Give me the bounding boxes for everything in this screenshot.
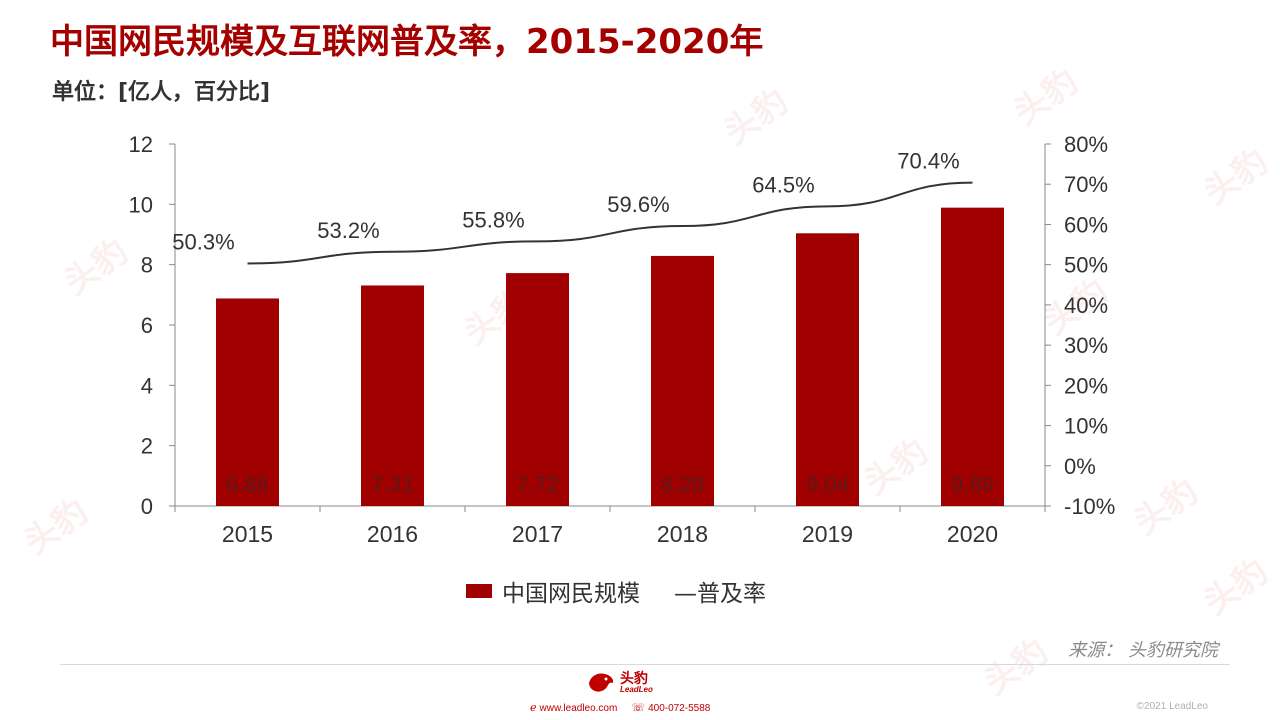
source-note: 来源： 头豹研究院 bbox=[1068, 640, 1218, 661]
line-value-label: 70.4% bbox=[897, 149, 959, 174]
footer-divider bbox=[60, 664, 1230, 665]
line-value-label: 59.6% bbox=[607, 192, 669, 217]
x-tick-label: 2017 bbox=[512, 521, 563, 547]
y-left-tick-label: 8 bbox=[141, 253, 153, 278]
legend: 中国网民规模 —普及率 bbox=[466, 576, 766, 607]
leadleo-logo: 头豹 LeadLeo bbox=[586, 668, 696, 698]
line-value-label: 64.5% bbox=[752, 172, 814, 197]
legend-line-label: —普及率 bbox=[674, 581, 766, 607]
y-left-tick-label: 10 bbox=[129, 192, 153, 217]
phone-number: 400-072-5588 bbox=[648, 703, 711, 714]
line-series-penetration bbox=[247, 181, 973, 265]
x-tick-label: 2015 bbox=[222, 521, 273, 547]
chart-title: 中国网民规模及互联网普及率，2015-2020年 bbox=[50, 22, 764, 62]
bar bbox=[361, 285, 424, 506]
x-tick-label: 2016 bbox=[367, 521, 418, 547]
y-left-tick-label: 12 bbox=[129, 132, 153, 157]
bar-value-label: 6.88 bbox=[226, 472, 269, 497]
bar-value-label: 9.04 bbox=[806, 472, 849, 497]
bar bbox=[651, 255, 714, 506]
logo-en-text: LeadLeo bbox=[620, 685, 653, 694]
copyright: ©2021 LeadLeo bbox=[1136, 701, 1208, 712]
logo-cn-text: 头豹 bbox=[620, 671, 648, 687]
bar bbox=[796, 233, 859, 506]
bar bbox=[506, 273, 569, 506]
unit-label: 单位：[亿人，百分比] bbox=[52, 80, 271, 105]
y-right-tick-label: 70% bbox=[1064, 172, 1108, 197]
contact-info: ℯ www.leadleo.com ☏ 400-072-5588 bbox=[530, 701, 710, 714]
bar-value-label: 8.29 bbox=[661, 472, 704, 497]
y-right-tick-label: 10% bbox=[1064, 414, 1108, 439]
y-left-tick-label: 4 bbox=[141, 373, 153, 398]
y-right-tick-label: 40% bbox=[1064, 293, 1108, 318]
website-item[interactable]: ℯ www.leadleo.com bbox=[530, 701, 617, 714]
bar-value-label: 7.72 bbox=[516, 472, 559, 497]
phone-icon: ☏ bbox=[631, 702, 646, 714]
bar-value-label: 9.89 bbox=[951, 472, 994, 497]
y-right-tick-label: -10% bbox=[1064, 494, 1115, 519]
legend-bar-swatch bbox=[466, 584, 492, 598]
bar bbox=[941, 207, 1004, 506]
x-tick-label: 2020 bbox=[947, 521, 998, 547]
x-tick-label: 2019 bbox=[802, 521, 853, 547]
x-tick-label: 2018 bbox=[657, 521, 708, 547]
line-value-label: 53.2% bbox=[317, 218, 379, 243]
phone-item: ☏ 400-072-5588 bbox=[631, 701, 710, 714]
line-value-label: 50.3% bbox=[172, 229, 234, 254]
line-value-label: 55.8% bbox=[462, 207, 524, 232]
y-left-tick-label: 0 bbox=[141, 494, 153, 519]
bar bbox=[216, 298, 279, 506]
bar-value-label: 7.31 bbox=[371, 472, 414, 497]
y-left-tick-label: 2 bbox=[141, 434, 153, 459]
leopard-icon bbox=[589, 673, 614, 692]
y-right-tick-label: 20% bbox=[1064, 373, 1108, 398]
y-right-tick-label: 30% bbox=[1064, 333, 1108, 358]
y-right-tick-label: 50% bbox=[1064, 253, 1108, 278]
website-link[interactable]: www.leadleo.com bbox=[539, 703, 618, 714]
globe-icon: ℯ bbox=[530, 702, 537, 714]
y-left-tick-label: 6 bbox=[141, 313, 153, 338]
y-right-tick-label: 60% bbox=[1064, 212, 1108, 237]
y-right-tick-label: 80% bbox=[1064, 132, 1108, 157]
y-right-tick-label: 0% bbox=[1064, 454, 1096, 479]
legend-bar-label: 中国网民规模 bbox=[502, 581, 640, 607]
